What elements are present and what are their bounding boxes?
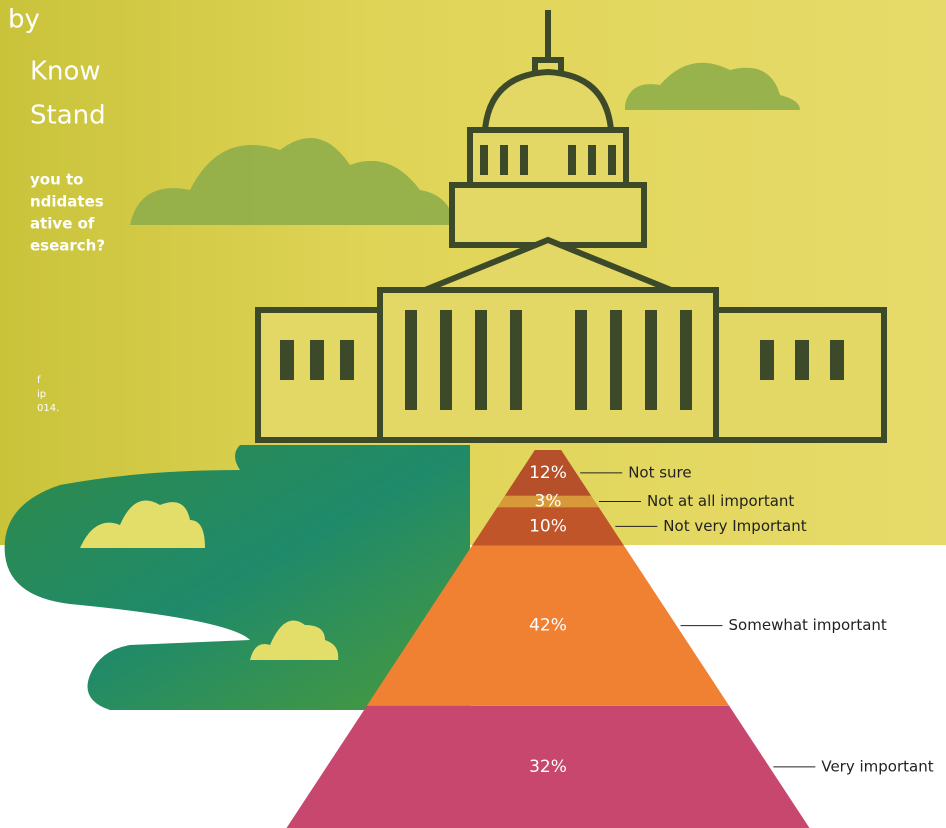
note-line: 014. <box>37 403 59 414</box>
category-label: Very important <box>821 757 933 775</box>
infographic: by Know Stand you to ndidates ative of e… <box>0 0 946 828</box>
value-label: 32% <box>529 757 567 777</box>
question-line: you to <box>30 171 83 189</box>
title-line: Know <box>30 57 101 87</box>
title-line: by <box>8 5 40 35</box>
question-line: esearch? <box>30 237 105 255</box>
value-label: 12% <box>529 463 567 483</box>
note-line: f <box>37 375 41 386</box>
category-label: Not sure <box>628 463 691 481</box>
category-label: Somewhat important <box>729 616 887 634</box>
value-label: 3% <box>535 492 562 512</box>
note-line: ip <box>37 389 46 400</box>
question-line: ative of <box>30 215 95 233</box>
value-label: 10% <box>529 516 567 536</box>
question-line: ndidates <box>30 193 104 211</box>
category-label: Not at all important <box>647 492 794 510</box>
category-label: Not very Important <box>663 517 806 535</box>
title-line: Stand <box>30 101 106 131</box>
value-label: 42% <box>529 616 567 636</box>
